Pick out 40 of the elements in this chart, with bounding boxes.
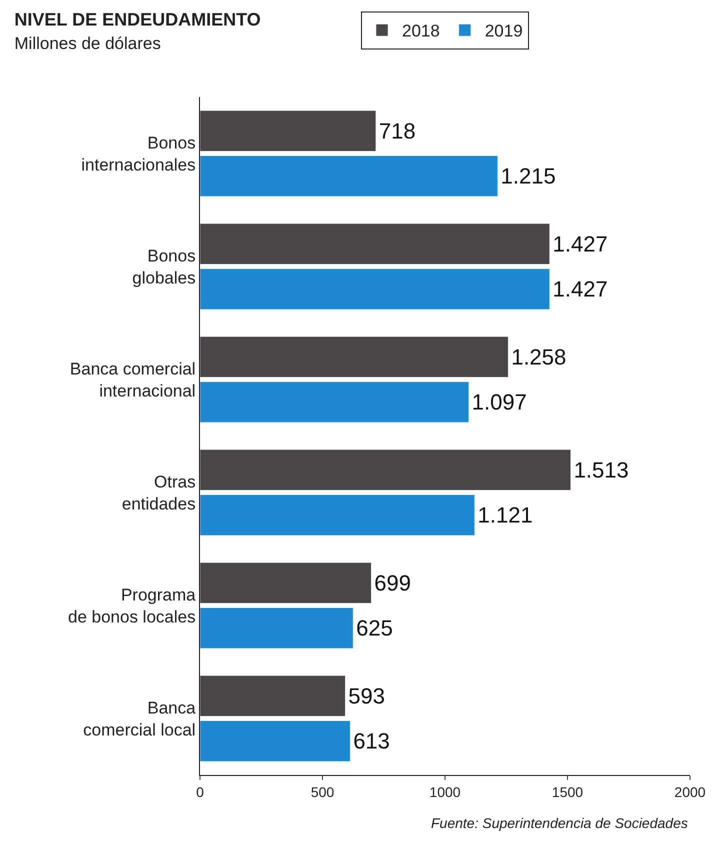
data-label: 699 bbox=[374, 570, 411, 596]
bar bbox=[200, 156, 498, 197]
data-label: 1.258 bbox=[511, 344, 566, 370]
chart-subtitle: Millones de dólares bbox=[14, 34, 161, 54]
y-tick-label: Otras entidades bbox=[122, 472, 196, 514]
legend-label: 2018 bbox=[402, 22, 440, 41]
data-label: 1.121 bbox=[478, 502, 533, 528]
x-tick-label: 1500 bbox=[552, 784, 584, 800]
bar bbox=[200, 675, 346, 716]
y-tick-label: Banca comercial internacional bbox=[70, 359, 196, 400]
bar bbox=[200, 223, 550, 264]
x-tick-label: 0 bbox=[196, 784, 204, 800]
source-note: Fuente: Superintendencia de Sociedades bbox=[431, 815, 688, 831]
data-label: 1.215 bbox=[500, 164, 556, 189]
data-label: 1.427 bbox=[552, 276, 608, 302]
bar bbox=[200, 268, 550, 310]
bar bbox=[200, 494, 475, 536]
x-tick-label: 500 bbox=[310, 784, 334, 800]
bar bbox=[200, 110, 376, 152]
y-tick-label: Programa de bonos locales bbox=[68, 585, 196, 626]
bar bbox=[200, 720, 350, 762]
data-label: 593 bbox=[348, 683, 386, 708]
bar bbox=[200, 562, 372, 604]
x-tick-label: 2000 bbox=[674, 784, 706, 800]
chart-title: NIVEL DE ENDEUDAMIENTO bbox=[14, 10, 261, 30]
bar bbox=[200, 336, 508, 378]
bar bbox=[200, 608, 354, 649]
data-label: 613 bbox=[353, 728, 390, 754]
data-label: 1.097 bbox=[472, 390, 527, 415]
y-tick-label: Banca comercial local bbox=[83, 698, 196, 740]
y-tick-label: Bonos internacionales bbox=[81, 133, 196, 174]
bar bbox=[200, 382, 470, 423]
data-label: 625 bbox=[356, 616, 393, 641]
y-tick-label: Bonos globales bbox=[132, 246, 196, 288]
data-label: 1.427 bbox=[552, 231, 608, 256]
legend-label: 2019 bbox=[484, 22, 523, 41]
x-tick-label: 1000 bbox=[429, 784, 461, 800]
data-label: 1.513 bbox=[574, 457, 629, 482]
bar bbox=[200, 449, 571, 490]
data-label: 718 bbox=[378, 118, 416, 144]
